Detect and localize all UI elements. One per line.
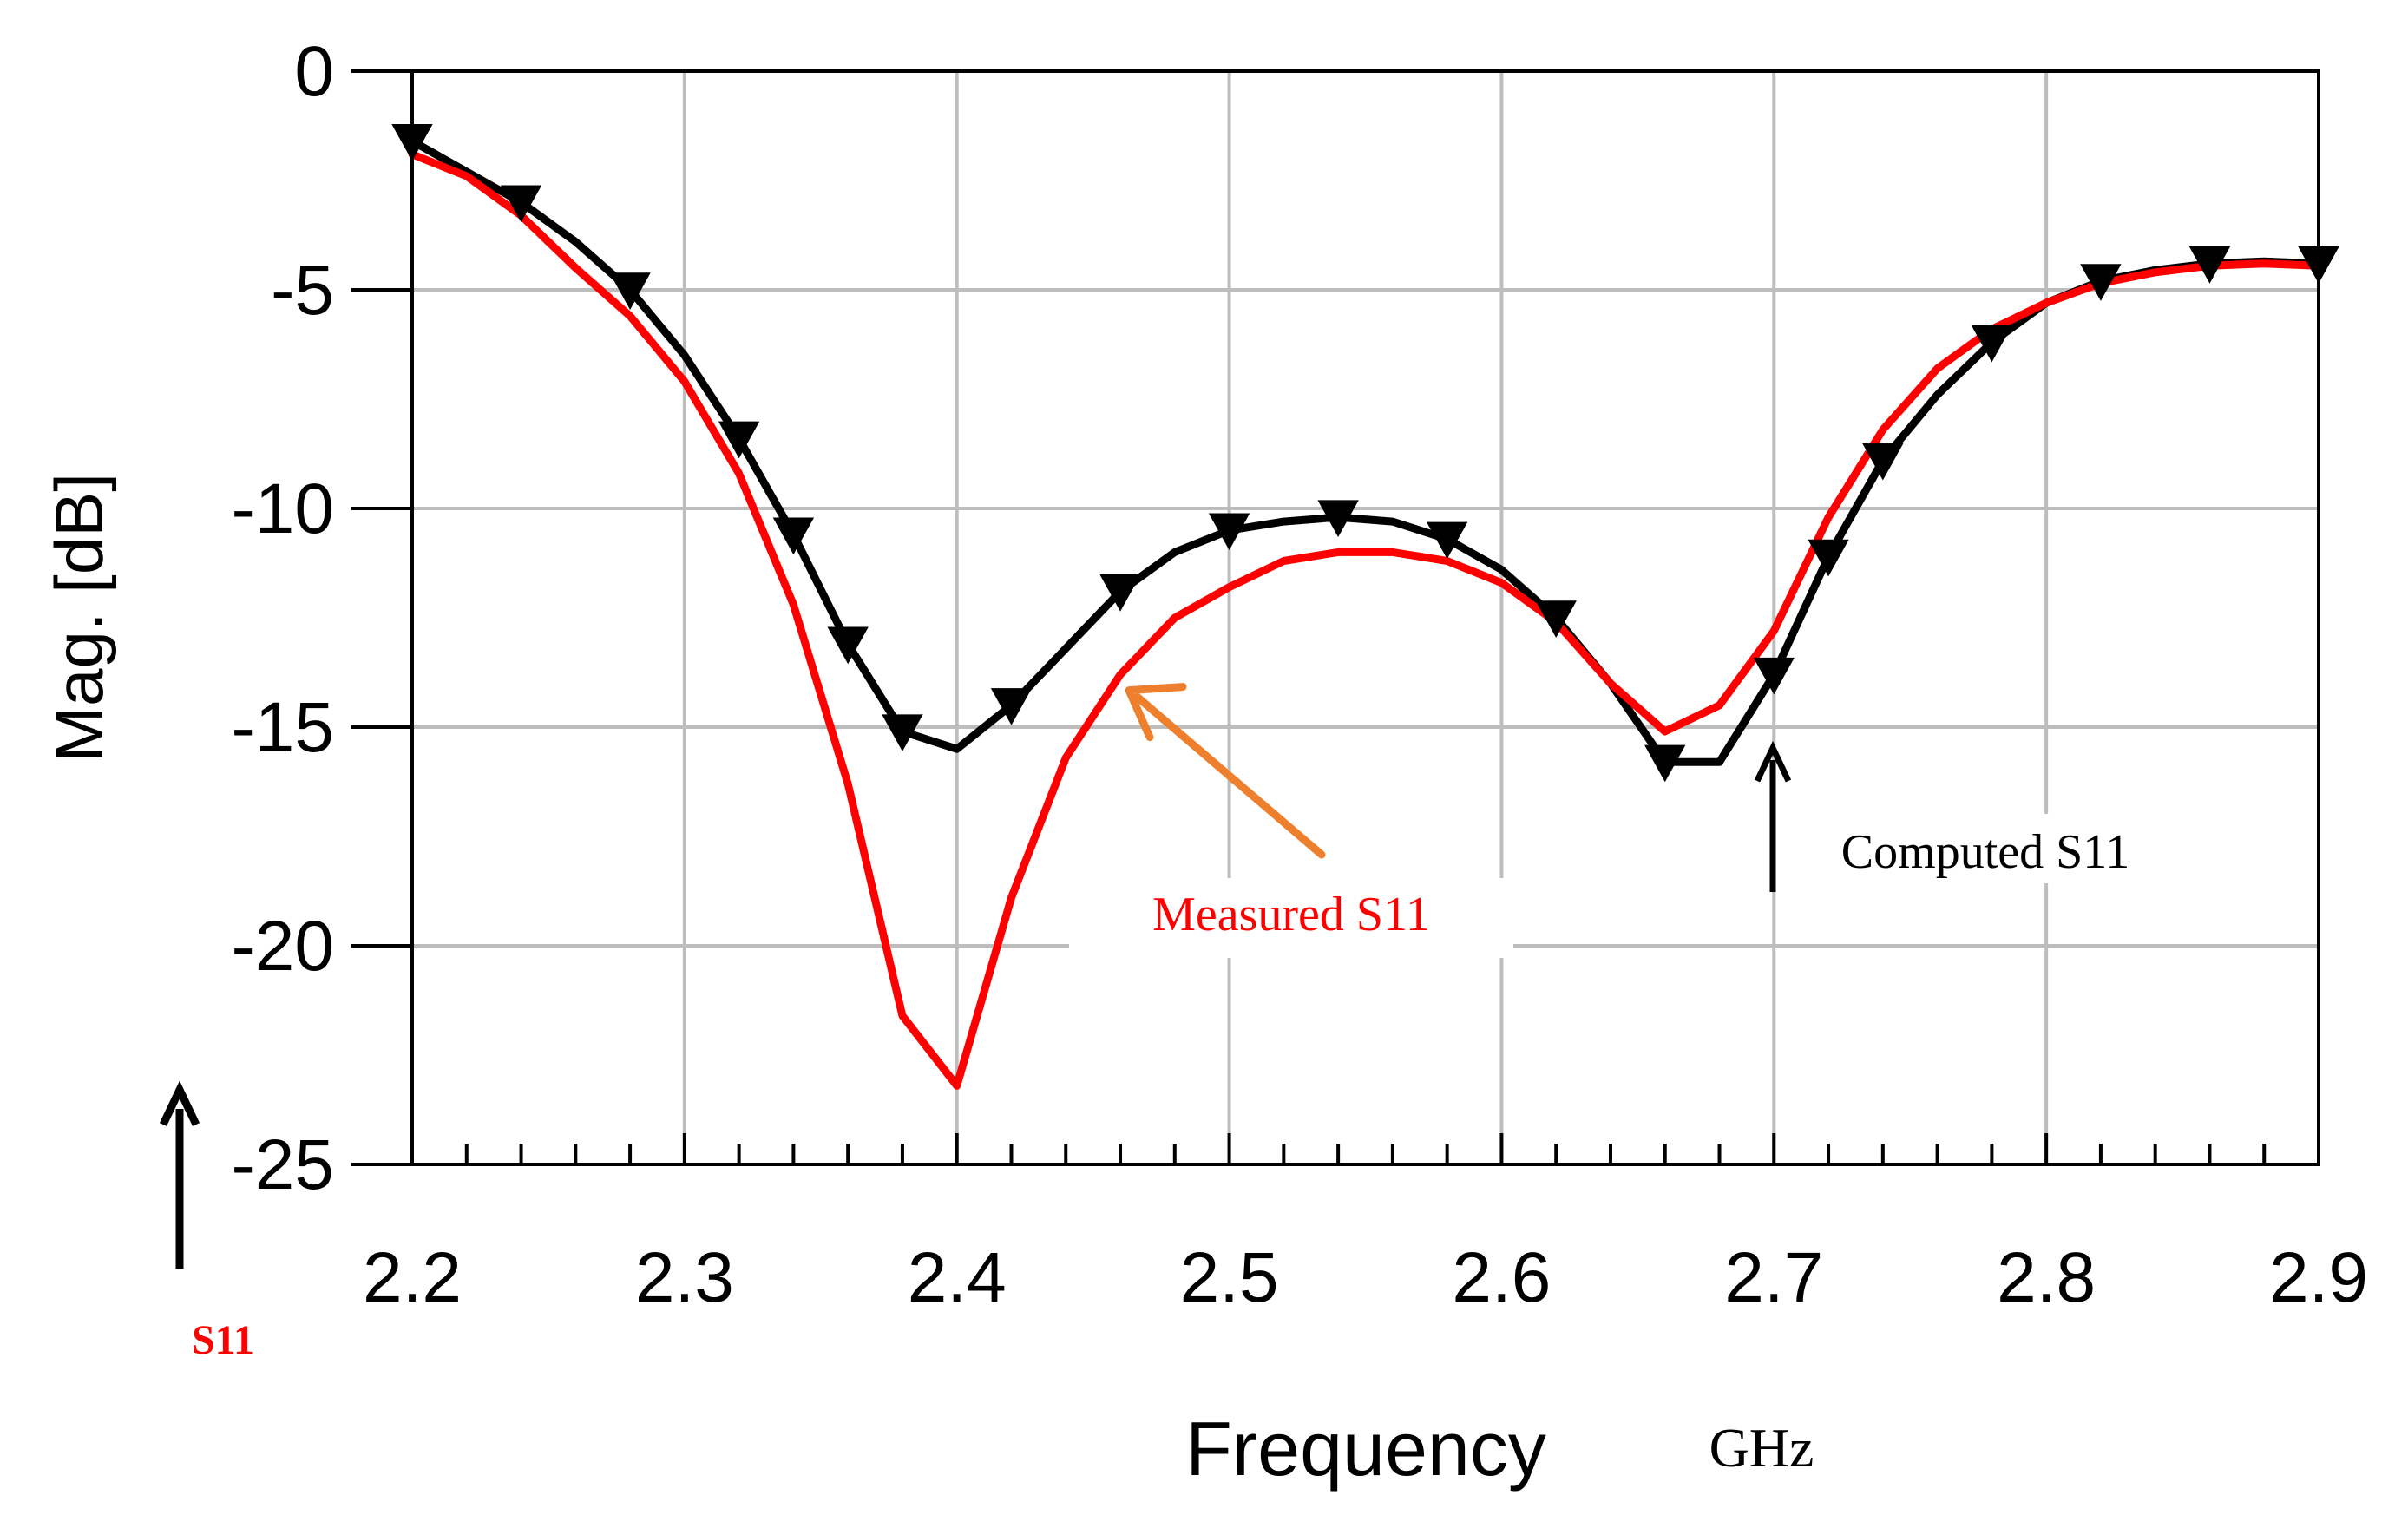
y-tick-label: -20 [231, 907, 334, 986]
x-axis-label: Frequency [1185, 1406, 1546, 1492]
measured-s11-label: Measured S11 [1152, 888, 1430, 941]
computed-s11-marker [718, 421, 760, 459]
measured-annotation-arrow-head [1125, 683, 1187, 742]
computed-s11-marker [2080, 264, 2122, 301]
computed-s11-label: Computed S11 [1841, 825, 2129, 879]
tick-labels: 2.2 2.3 2.4 2.5 2.6 2.7 2.8 2.9 0 -5 -10 -15 -20 -25 [231, 32, 2368, 1317]
x-tick-label: 2.8 [1997, 1238, 2096, 1317]
y-tick-label: -10 [231, 469, 334, 548]
computed-s11-marker [1862, 443, 1904, 481]
computed-s11-marker [827, 626, 869, 665]
computed-s11-marker [2188, 246, 2231, 284]
computed-s11-marker [1317, 500, 1359, 538]
computed-annotation-arrow-head [1754, 740, 1792, 783]
y-axis-label: Mag. [dB] [41, 473, 117, 763]
y-indicator-label: S11 [192, 1317, 254, 1363]
computed-s11-marker [990, 688, 1033, 725]
x-tick-label: 2.6 [1452, 1238, 1551, 1317]
computed-label-background [1793, 814, 2175, 883]
annotations [1125, 683, 1792, 892]
computed-s11-marker [772, 517, 815, 555]
measured-label-background [1069, 878, 1513, 958]
x-tick-label: 2.5 [1180, 1238, 1279, 1317]
y-tick-label: -25 [231, 1125, 334, 1204]
x-tick-label: 2.9 [2269, 1238, 2368, 1317]
computed-s11-marker [1208, 513, 1250, 551]
computed-s11-marker [1099, 574, 1141, 612]
marker-layer [391, 123, 2339, 783]
computed-s11-marker [1535, 600, 1577, 638]
y-indicator-arrow [159, 1080, 200, 1269]
y-tick-label: -15 [231, 688, 334, 767]
computed-s11-marker [500, 185, 542, 223]
computed-s11-marker [1971, 325, 2013, 363]
computed-s11-marker [1426, 521, 1468, 560]
x-tick-label: 2.3 [635, 1238, 734, 1317]
y-indicator-head [159, 1080, 200, 1126]
x-tick-label: 2.4 [908, 1238, 1007, 1317]
y-tick-label: -5 [271, 251, 334, 330]
computed-s11-marker [609, 272, 651, 310]
x-axis-unit: GHz [1709, 1417, 1814, 1479]
measured-annotation-arrow-shaft [1133, 693, 1326, 859]
plot-frame [410, 69, 2320, 1166]
measured-s11-line [408, 150, 2323, 1090]
y-tick-label: 0 [294, 32, 334, 111]
computed-s11-marker [882, 714, 923, 751]
computed-s11-marker [1644, 744, 1686, 783]
x-tick-label: 2.2 [363, 1238, 462, 1317]
x-tick-label: 2.7 [1724, 1238, 1823, 1317]
computed-s11-marker [1808, 539, 1849, 577]
computed-s11-marker [1753, 657, 1795, 695]
